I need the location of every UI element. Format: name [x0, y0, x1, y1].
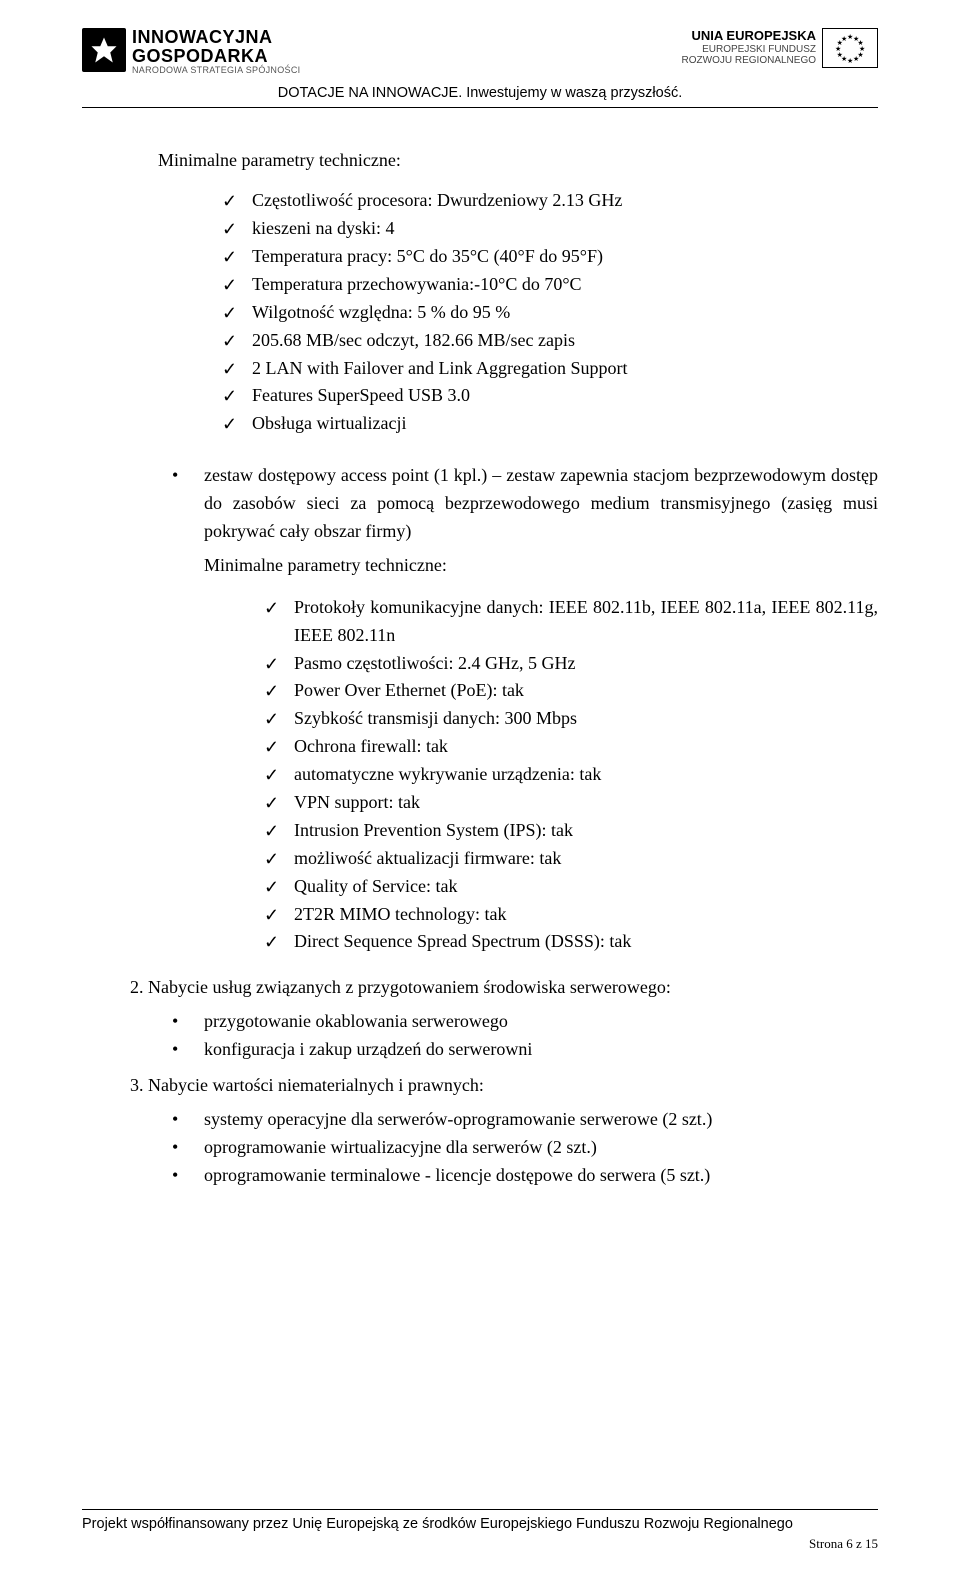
check-item: 2T2R MIMO technology: tak	[264, 901, 878, 929]
logo-square-icon	[82, 28, 126, 72]
check-item: Częstotliwość procesora: Dwurdzeniowy 2.…	[222, 187, 878, 215]
bullet-item: oprogramowanie terminalowe - licencje do…	[172, 1162, 878, 1190]
check-item: Features SuperSpeed USB 3.0	[222, 382, 878, 410]
footer-page: Strona 6 z 15	[82, 1536, 878, 1552]
check-item: Intrusion Prevention System (IPS): tak	[264, 817, 878, 845]
check-item: automatyczne wykrywanie urządzenia: tak	[264, 761, 878, 789]
logo-left-line1: INNOWACYJNA	[132, 28, 300, 47]
logo-left-line3: NARODOWA STRATEGIA SPÓJNOŚCI	[132, 66, 300, 75]
footer-line: Projekt współfinansowany przez Unię Euro…	[82, 1509, 878, 1532]
check-item: możliwość aktualizacji firmware: tak	[264, 845, 878, 873]
check-item: Protokoły komunikacyjne danych: IEEE 802…	[264, 594, 878, 650]
bullet1-list: Protokoły komunikacyjne danych: IEEE 802…	[264, 594, 878, 957]
bullet-item: systemy operacyjne dla serwerów-oprogram…	[172, 1106, 878, 1134]
check-item: Wilgotność względna: 5 % do 95 %	[222, 299, 878, 327]
eu-star-icon: ★	[853, 55, 859, 63]
bullet1-text: zestaw dostępowy access point (1 kpl.) –…	[204, 465, 878, 541]
eu-star-icon: ★	[847, 57, 853, 65]
bullet-item: konfiguracja i zakup urządzeń do serwero…	[172, 1036, 878, 1064]
check-item: Obsługa wirtualizacji	[222, 410, 878, 438]
check-item: 205.68 MB/sec odczyt, 182.66 MB/sec zapi…	[222, 327, 878, 355]
logo-eu: UNIA EUROPEJSKA EUROPEJSKI FUNDUSZ ROZWO…	[682, 28, 878, 68]
bullet-access-point: zestaw dostępowy access point (1 kpl.) –…	[172, 462, 878, 956]
eu-flag-icon: ★★★★★★★★★★★★	[822, 28, 878, 68]
bullet1-subtitle: Minimalne parametry techniczne:	[204, 552, 878, 580]
logo-innowacyjna: INNOWACYJNA GOSPODARKA NARODOWA STRATEGI…	[82, 28, 300, 75]
check-item: Direct Sequence Spread Spectrum (DSSS): …	[264, 928, 878, 956]
logo-left-line2: GOSPODARKA	[132, 47, 300, 66]
header: INNOWACYJNA GOSPODARKA NARODOWA STRATEGI…	[82, 28, 878, 75]
bullet-item: oprogramowanie wirtualizacyjne dla serwe…	[172, 1134, 878, 1162]
page: INNOWACYJNA GOSPODARKA NARODOWA STRATEGI…	[0, 0, 960, 1572]
logo-right-line1: UNIA EUROPEJSKA	[682, 29, 816, 44]
logo-right-line2: EUROPEJSKI FUNDUSZ	[682, 44, 816, 56]
check-item: Szybkość transmisji danych: 300 Mbps	[264, 705, 878, 733]
document-content: Minimalne parametry techniczne: Częstotl…	[82, 150, 878, 1189]
check-item: kieszeni na dyski: 4	[222, 215, 878, 243]
check-item: Ochrona firewall: tak	[264, 733, 878, 761]
ord2-title: 2. Nabycie usług związanych z przygotowa…	[130, 974, 878, 1002]
check-item: Quality of Service: tak	[264, 873, 878, 901]
section1-title: Minimalne parametry techniczne:	[158, 150, 878, 171]
tagline-text: DOTACJE NA INNOWACJE. Inwestujemy w wasz…	[278, 85, 682, 101]
section1-list: Częstotliwość procesora: Dwurdzeniowy 2.…	[222, 187, 878, 438]
ord3-title: 3. Nabycie wartości niematerialnych i pr…	[130, 1072, 878, 1100]
check-item: VPN support: tak	[264, 789, 878, 817]
footer: Projekt współfinansowany przez Unię Euro…	[82, 1509, 878, 1552]
check-item: Temperatura pracy: 5°C do 35°C (40°F do …	[222, 243, 878, 271]
logo-right-line3: ROZWOJU REGIONALNEGO	[682, 55, 816, 67]
tagline-bar: DOTACJE NA INNOWACJE. Inwestujemy w wasz…	[82, 85, 878, 108]
check-item: Pasmo częstotliwości: 2.4 GHz, 5 GHz	[264, 650, 878, 678]
ord2-list: przygotowanie okablowania serwerowegokon…	[172, 1008, 878, 1064]
ord3-list: systemy operacyjne dla serwerów-oprogram…	[172, 1106, 878, 1190]
bullet-group-1: zestaw dostępowy access point (1 kpl.) –…	[172, 462, 878, 956]
check-item: Power Over Ethernet (PoE): tak	[264, 677, 878, 705]
bullet-item: przygotowanie okablowania serwerowego	[172, 1008, 878, 1036]
check-item: Temperatura przechowywania:-10°C do 70°C	[222, 271, 878, 299]
logo-right-text: UNIA EUROPEJSKA EUROPEJSKI FUNDUSZ ROZWO…	[682, 29, 816, 67]
eu-star-icon: ★	[841, 35, 847, 43]
check-item: 2 LAN with Failover and Link Aggregation…	[222, 355, 878, 383]
logo-left-text: INNOWACYJNA GOSPODARKA NARODOWA STRATEGI…	[132, 28, 300, 75]
